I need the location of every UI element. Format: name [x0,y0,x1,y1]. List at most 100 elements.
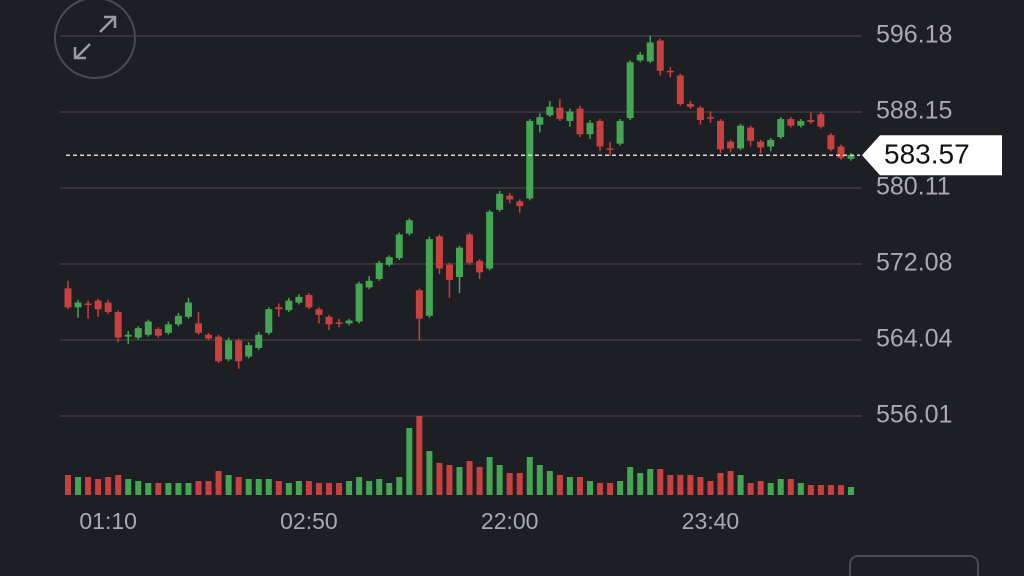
volume-bar [95,479,102,495]
candle-body [174,315,182,325]
candle-body [666,70,674,73]
volume-bar [837,485,844,495]
volume-bar [235,477,242,495]
volume-bar [446,465,453,495]
volume-bar [737,475,744,495]
volume-bar [707,481,714,495]
candle-body [184,302,192,317]
volume-bar [185,483,192,495]
volume-bar [526,457,533,495]
volume-bar [657,469,664,495]
volume-bar [436,463,443,495]
volume-bar [757,481,764,495]
candle-body [616,120,624,144]
candle-body [345,320,353,324]
candle-body [265,309,273,333]
volume-bar [797,483,804,495]
volume-bar [245,479,252,495]
volume-bar [65,475,71,495]
candle-body [686,103,694,107]
candle-body [215,336,223,362]
volume-bar [75,477,82,495]
candle-body [94,300,102,310]
candle-body [737,125,745,149]
volume-bar [356,477,363,495]
volume-bar [125,479,132,495]
volume-bar [406,428,413,495]
volume-bar [346,481,353,495]
volume-bar [275,481,282,495]
volume-bar [637,473,644,495]
volume-bar [255,479,262,495]
volume-bar [416,416,423,495]
volume-bar [115,475,122,495]
candle-body [777,119,785,138]
volume-bar [506,473,513,495]
price-tag [862,135,1002,176]
expand-button[interactable] [54,0,136,79]
candle-body [546,106,554,116]
candle-body [365,280,373,288]
volume-bar [496,465,503,495]
candle-body [425,239,433,316]
candle-body [636,54,644,61]
volume-bar [285,483,292,495]
volume-bar [145,483,152,495]
candle-body [355,283,363,322]
candle-body [747,127,755,141]
volume-bar [466,461,473,495]
volume-bar [105,477,112,495]
x-tick-label: 22:00 [481,508,539,534]
volume-bar [587,481,593,495]
expand-circle [54,0,136,79]
volume-bar [777,479,784,495]
candle-body [717,120,724,150]
volume-bar [215,471,222,495]
candle-body [586,122,594,135]
expand-icon [73,15,117,60]
candle-body [676,75,684,104]
volume-bar [667,475,674,495]
candle-body [847,155,855,159]
candle-body [205,334,213,339]
candle-body [536,117,544,125]
candle-body [164,324,172,333]
candle-body [606,148,614,150]
candle-body [767,139,775,147]
volume-bar [265,479,272,495]
volume-bar [326,483,332,495]
candle-body [84,303,92,306]
candle-body [335,322,343,324]
candle-body [74,302,82,308]
candle-body [757,141,765,148]
candle-body [134,328,142,338]
candle-body [807,120,815,122]
volume-bar [556,475,563,495]
candle-body [395,234,403,259]
volume-bar [647,469,654,495]
candle-body [556,107,564,120]
volume-bar [566,477,573,495]
candle-body [325,316,333,325]
x-tick-label: 01:10 [79,508,137,534]
volume-bar [315,483,322,495]
candle-body [456,247,463,278]
volume-bar [486,457,493,495]
volume-bar [827,485,834,495]
candle-body [275,307,283,310]
candle-body [506,195,514,200]
candle-body [496,193,504,210]
volume-bar [336,483,343,495]
volume-bar [366,481,373,495]
candle-body [466,234,474,263]
y-tick-label: 564.04 [876,325,953,353]
last-price-label: 583.57 [884,139,970,170]
volume-bar [205,481,212,495]
candle-body [114,312,122,338]
x-tick-label: 02:50 [280,508,338,534]
volume-bar [546,471,553,495]
volume-bar [386,483,393,495]
candle-body [827,135,835,150]
volume-bar [295,481,302,495]
volume-bar [717,473,724,495]
